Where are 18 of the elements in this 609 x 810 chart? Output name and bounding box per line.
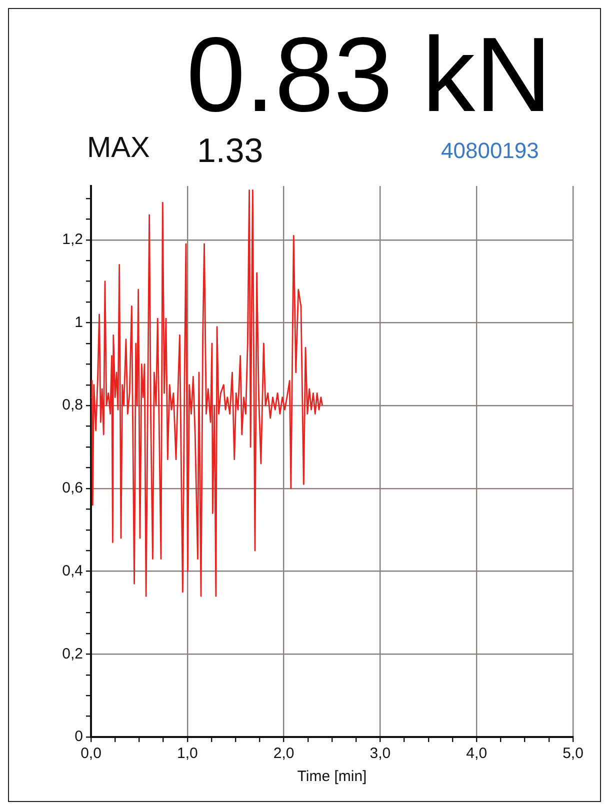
y-tick-label: 0,8 [62,396,83,414]
y-tick-label: 1,2 [62,231,83,248]
text: 40800193 [441,138,539,163]
x-tick-label: 2,0 [273,745,294,762]
y-tick-label: 0 [74,728,83,746]
x-tick-label: 1,0 [176,745,198,762]
y-tick-label: 1 [74,314,83,331]
y-tick-label: 0,6 [62,480,83,497]
x-tick-label: 3,0 [370,745,391,762]
text: MAX [87,132,150,164]
x-tick-label: 0,0 [80,745,102,762]
x-tick-label: 4,0 [466,745,488,762]
text: 1.33 [197,132,264,170]
x-axis-title: Time [min] [297,768,367,786]
chart-title: 0.83 kN [185,16,553,134]
x-tick-label: 5,0 [562,745,584,762]
y-tick-label: 0,4 [62,562,83,580]
y-tick-label: 0,2 [62,645,83,662]
